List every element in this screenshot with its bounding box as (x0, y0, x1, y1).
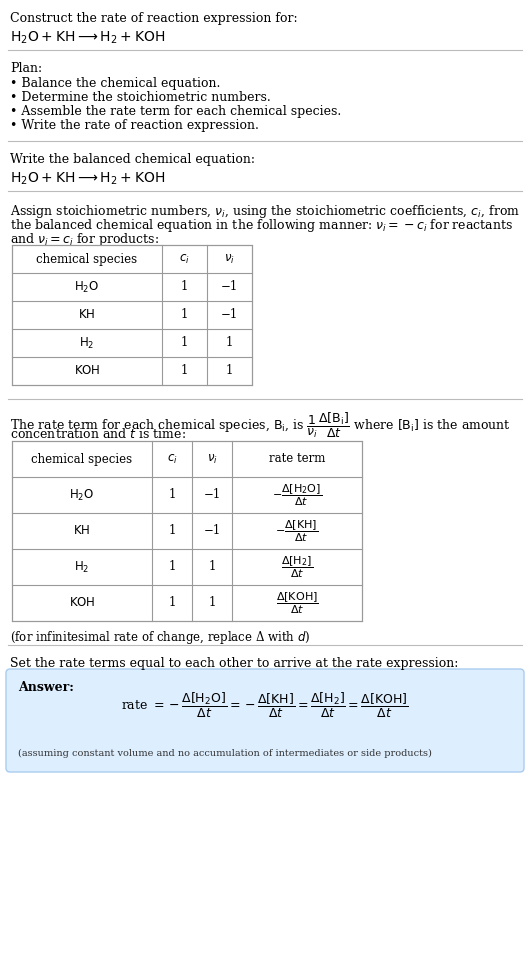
Text: • Assemble the rate term for each chemical species.: • Assemble the rate term for each chemic… (10, 105, 341, 118)
Bar (12, 441, 362, 621)
Text: −1: −1 (221, 280, 238, 294)
Text: $\mathrm{KH}$: $\mathrm{KH}$ (78, 308, 96, 321)
Text: Answer:: Answer: (18, 681, 74, 694)
Text: the balanced chemical equation in the following manner: $\nu_i = -c_i$ for react: the balanced chemical equation in the fo… (10, 217, 513, 234)
Text: $\mathrm{H_2}$: $\mathrm{H_2}$ (74, 559, 90, 575)
Text: $-\dfrac{\Delta[\mathrm{KH}]}{\Delta t}$: $-\dfrac{\Delta[\mathrm{KH}]}{\Delta t}$ (276, 518, 319, 544)
Text: 1: 1 (169, 524, 175, 538)
Text: and $\nu_i = c_i$ for products:: and $\nu_i = c_i$ for products: (10, 231, 159, 248)
Text: • Balance the chemical equation.: • Balance the chemical equation. (10, 77, 220, 90)
Text: 1: 1 (226, 337, 233, 349)
Text: 1: 1 (169, 596, 175, 609)
Text: rate term: rate term (269, 453, 325, 466)
Text: $\mathrm{KH}$: $\mathrm{KH}$ (73, 524, 91, 538)
Text: $c_i$: $c_i$ (179, 253, 190, 265)
Text: $\mathrm{KOH}$: $\mathrm{KOH}$ (74, 364, 100, 378)
Text: 1: 1 (208, 560, 216, 574)
Text: Set the rate terms equal to each other to arrive at the rate expression:: Set the rate terms equal to each other t… (10, 657, 458, 670)
Text: $\dfrac{\Delta[\mathrm{KOH}]}{\Delta t}$: $\dfrac{\Delta[\mathrm{KOH}]}{\Delta t}$ (276, 590, 319, 616)
Text: 1: 1 (169, 489, 175, 502)
Text: • Determine the stoichiometric numbers.: • Determine the stoichiometric numbers. (10, 91, 271, 104)
Text: $c_i$: $c_i$ (166, 453, 178, 466)
Text: $\dfrac{\Delta[\mathrm{H_2}]}{\Delta t}$: $\dfrac{\Delta[\mathrm{H_2}]}{\Delta t}$ (281, 554, 313, 580)
Text: $\mathrm{H_2O}$: $\mathrm{H_2O}$ (69, 487, 94, 503)
Text: 1: 1 (181, 337, 188, 349)
Text: Construct the rate of reaction expression for:: Construct the rate of reaction expressio… (10, 12, 298, 25)
Text: 1: 1 (169, 560, 175, 574)
Text: 1: 1 (181, 280, 188, 294)
Text: 1: 1 (226, 364, 233, 378)
Text: $\nu_i$: $\nu_i$ (207, 453, 217, 466)
Text: 1: 1 (181, 308, 188, 321)
Text: $\mathrm{H_2O + KH \longrightarrow H_2 + KOH}$: $\mathrm{H_2O + KH \longrightarrow H_2 +… (10, 171, 165, 187)
Bar (12, 245, 252, 385)
Text: $\mathrm{KOH}$: $\mathrm{KOH}$ (69, 596, 95, 609)
Text: −1: −1 (204, 489, 220, 502)
Text: $-\dfrac{\Delta[\mathrm{H_2O}]}{\Delta t}$: $-\dfrac{\Delta[\mathrm{H_2O}]}{\Delta t… (272, 482, 322, 508)
Text: concentration and $t$ is time:: concentration and $t$ is time: (10, 427, 186, 441)
Text: The rate term for each chemical species, $\mathrm{B_i}$, is $\dfrac{1}{\nu_i}\df: The rate term for each chemical species,… (10, 411, 511, 440)
Text: 1: 1 (181, 364, 188, 378)
Text: chemical species: chemical species (31, 453, 132, 466)
FancyBboxPatch shape (6, 669, 524, 772)
Text: $\mathrm{H_2O}$: $\mathrm{H_2O}$ (74, 279, 100, 295)
Text: $\mathrm{H_2}$: $\mathrm{H_2}$ (80, 336, 95, 350)
Text: −1: −1 (204, 524, 220, 538)
Text: • Write the rate of reaction expression.: • Write the rate of reaction expression. (10, 119, 259, 132)
Text: Assign stoichiometric numbers, $\nu_i$, using the stoichiometric coefficients, $: Assign stoichiometric numbers, $\nu_i$, … (10, 203, 520, 220)
Text: 1: 1 (208, 596, 216, 609)
Text: −1: −1 (221, 308, 238, 321)
Text: (for infinitesimal rate of change, replace Δ with $d$): (for infinitesimal rate of change, repla… (10, 629, 311, 646)
Text: (assuming constant volume and no accumulation of intermediates or side products): (assuming constant volume and no accumul… (18, 749, 432, 758)
Text: chemical species: chemical species (37, 253, 138, 265)
Text: $\nu_i$: $\nu_i$ (224, 253, 235, 265)
Text: rate $= -\dfrac{\Delta[\mathrm{H_2O}]}{\Delta t} = -\dfrac{\Delta[\mathrm{KH}]}{: rate $= -\dfrac{\Delta[\mathrm{H_2O}]}{\… (121, 690, 409, 719)
Text: Write the balanced chemical equation:: Write the balanced chemical equation: (10, 153, 255, 166)
Text: $\mathrm{H_2O + KH \longrightarrow H_2 + KOH}$: $\mathrm{H_2O + KH \longrightarrow H_2 +… (10, 30, 165, 47)
Text: Plan:: Plan: (10, 62, 42, 75)
